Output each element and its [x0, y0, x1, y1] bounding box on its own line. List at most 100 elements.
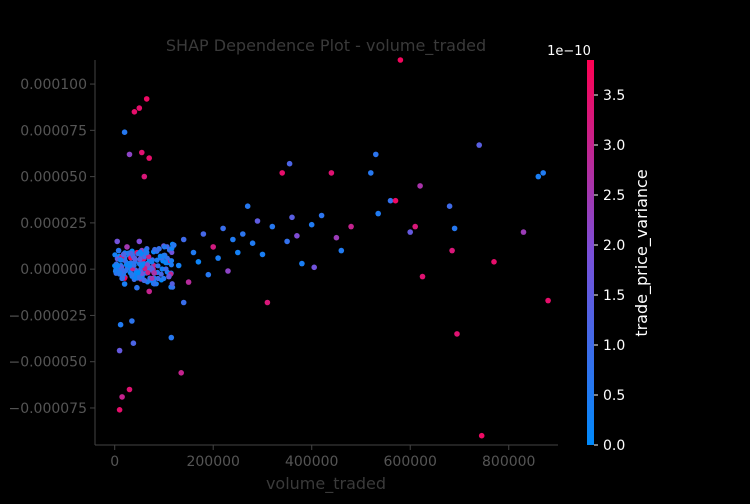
x-tick-label: 200000	[186, 454, 239, 470]
colorbar-offset-label: 1e−10	[547, 44, 591, 59]
scatter-point	[397, 57, 404, 63]
scatter-point	[146, 155, 152, 161]
scatter-point	[130, 340, 137, 347]
scatter-point	[449, 247, 455, 254]
colorbar-tick-label: 2.5	[603, 188, 625, 204]
scatter-point	[446, 203, 453, 209]
plot-area: −0.000075 −0.000050 −0.000025 0.000000 0.000…	[8, 57, 558, 470]
scatter-point	[286, 160, 293, 167]
scatter-point	[279, 170, 286, 176]
scatter-point	[169, 281, 175, 287]
scatter-point	[116, 347, 123, 354]
scatter-point	[136, 105, 143, 111]
scatter-point	[168, 262, 174, 268]
scatter-point	[294, 233, 300, 239]
scatter-point	[338, 247, 345, 254]
scatter-point	[284, 238, 290, 245]
scatter-point	[318, 212, 325, 219]
scatter-point	[348, 223, 354, 230]
y-tick-label: 0.000075	[20, 123, 87, 139]
colorbar-tick-label: 0.0	[603, 438, 625, 454]
scatter-point	[230, 236, 236, 243]
scatter-point	[195, 259, 202, 265]
scatter-point	[116, 407, 123, 413]
y-tick-label: 0.000100	[20, 77, 87, 93]
scatter-point	[159, 266, 165, 272]
colorbar-tick-label: 3.0	[603, 138, 625, 154]
colorbar-gradient	[587, 60, 594, 445]
x-axis-label: volume_traded	[266, 474, 386, 494]
scatter-point	[520, 229, 527, 235]
y-tick-label: 0.000050	[20, 170, 87, 186]
scatter-point	[225, 268, 231, 274]
scatter-point	[144, 262, 151, 268]
scatter-point	[210, 244, 216, 250]
scatter-point	[124, 244, 130, 250]
scatter-point	[155, 275, 161, 282]
scatter-point	[168, 334, 175, 341]
scatter-point	[137, 256, 143, 262]
scatter-point	[156, 246, 162, 252]
scatter-point	[161, 244, 167, 250]
scatter-point	[476, 142, 483, 148]
scatter-point	[137, 249, 143, 255]
scatter-point	[149, 275, 155, 281]
colorbar-ticks: 0.0 0.5 1.0 1.5 2.0 2.5 3.0 3.5	[594, 88, 625, 454]
scatter-point	[478, 432, 485, 439]
scatter-point	[134, 284, 140, 291]
chart-title: SHAP Dependence Plot - volume_traded	[166, 36, 486, 56]
scatter-point	[143, 249, 150, 256]
scatter-point	[311, 264, 318, 271]
scatter-point	[205, 271, 212, 278]
scatter-point	[178, 370, 184, 376]
scatter-point	[368, 170, 374, 176]
scatter-point	[139, 262, 145, 269]
scatter-point	[190, 249, 197, 256]
scatter-point	[161, 253, 167, 259]
scatter-point	[163, 266, 169, 272]
scatter-point	[387, 197, 394, 204]
scatter-point	[142, 254, 148, 260]
scatter-point	[535, 173, 542, 180]
scatter-point	[126, 386, 133, 393]
scatter-point	[412, 223, 419, 230]
scatter-point	[333, 234, 340, 241]
scatter-point	[121, 129, 128, 135]
scatter-point	[289, 214, 295, 221]
scatter-point	[180, 299, 187, 306]
scatter-point	[114, 238, 120, 245]
y-tick-label: 0.000000	[20, 262, 87, 278]
scatter-point	[220, 225, 226, 232]
scatter-point	[171, 242, 177, 248]
scatter-points	[112, 57, 551, 439]
scatter-point	[328, 170, 335, 176]
y-ticks: −0.000075 −0.000050 −0.000025 0.000000 0.000…	[8, 77, 95, 417]
scatter-point	[166, 273, 172, 280]
scatter-point	[128, 250, 134, 256]
scatter-point	[136, 275, 143, 281]
scatter-point	[417, 183, 423, 189]
scatter-point	[269, 223, 276, 230]
scatter-point	[119, 394, 125, 400]
scatter-point	[169, 249, 175, 255]
scatter-point	[249, 240, 256, 246]
scatter-point	[244, 203, 251, 209]
scatter-point	[131, 262, 137, 268]
scatter-point	[375, 210, 382, 217]
colorbar-label: trade_price_variance	[632, 169, 652, 336]
colorbar-tick-label: 0.5	[603, 388, 625, 404]
scatter-point	[180, 236, 187, 243]
scatter-point	[407, 229, 414, 235]
scatter-point	[151, 270, 157, 276]
colorbar: 0.0 0.5 1.0 1.5 2.0 2.5 3.0 3.5 1e−10 trade_pri…	[547, 44, 652, 454]
colorbar-tick-label: 1.0	[603, 338, 625, 354]
scatter-point	[240, 231, 246, 237]
scatter-point	[145, 270, 151, 276]
scatter-point	[540, 170, 546, 176]
scatter-point	[126, 260, 133, 267]
scatter-point	[451, 225, 458, 232]
scatter-point	[299, 260, 305, 267]
x-ticks: 0 200000 400000 600000 800000	[110, 445, 535, 470]
scatter-point	[491, 259, 497, 265]
x-tick-label: 600000	[384, 454, 437, 470]
